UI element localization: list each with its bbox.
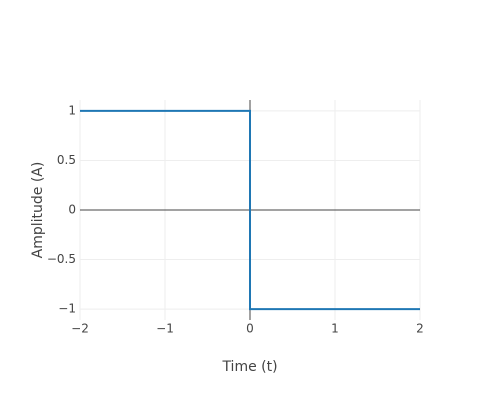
y-tick-label: −0.5 (47, 252, 76, 266)
x-axis-title: Time (t) (221, 359, 277, 375)
x-tick-label: 1 (331, 322, 339, 336)
y-tick-label: 1 (68, 103, 76, 117)
x-tick-label: 0 (246, 322, 254, 336)
y-axis-title: Amplitude (A) (30, 162, 46, 259)
x-tick-label: 2 (416, 322, 424, 336)
line-series (80, 109, 420, 311)
x-tick-label: −2 (71, 322, 89, 336)
x-tick-label: −1 (156, 322, 174, 336)
y-tick-label: 0.5 (57, 153, 76, 167)
y-tick-label: −1 (58, 302, 76, 316)
y-tick-label: 0 (68, 203, 76, 217)
